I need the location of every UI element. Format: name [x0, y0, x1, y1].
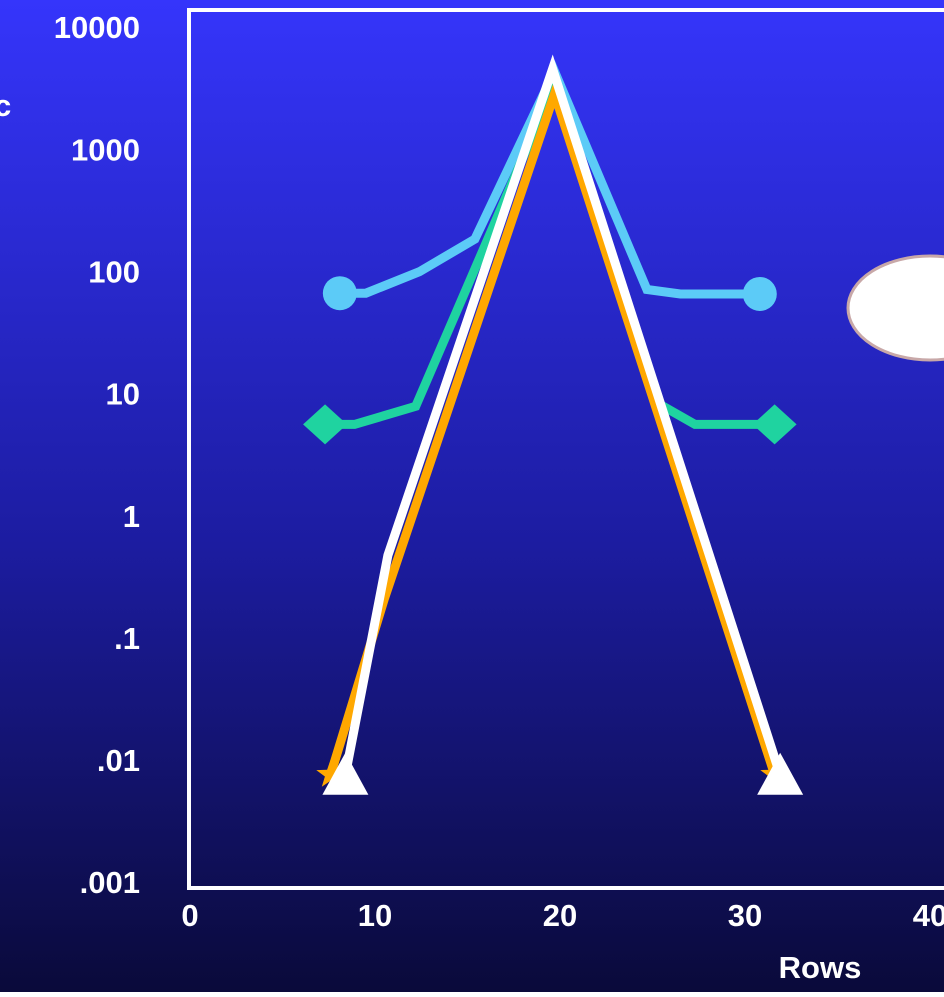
x-tick-label: 20 [543, 898, 577, 933]
y-axis-label: c [0, 88, 11, 123]
y-tick-label: 10000 [54, 10, 140, 45]
x-tick-label: 10 [358, 898, 392, 933]
y-tick-label: 1000 [71, 132, 140, 167]
chart: c Rows .001 .01 .1 1 10 100 1000 10000 0 10 20 30 40 [0, 0, 944, 992]
y-tick-label: 100 [88, 254, 140, 289]
y-tick-label: .01 [97, 743, 140, 778]
x-tick-label: 30 [728, 898, 762, 933]
y-tick-label: .1 [114, 621, 140, 656]
y-tick-label: 1 [123, 499, 140, 534]
background [0, 0, 944, 992]
y-tick-label: 10 [106, 377, 140, 412]
series-marker [323, 276, 357, 310]
x-axis-label: Rows [779, 950, 862, 985]
x-tick-label: 0 [181, 898, 198, 933]
x-tick-label: 40 [913, 898, 944, 933]
y-tick-label: .001 [80, 865, 140, 900]
page: c Rows .001 .01 .1 1 10 100 1000 10000 0 10 20 30 40… [0, 0, 944, 992]
series-marker [743, 277, 777, 311]
